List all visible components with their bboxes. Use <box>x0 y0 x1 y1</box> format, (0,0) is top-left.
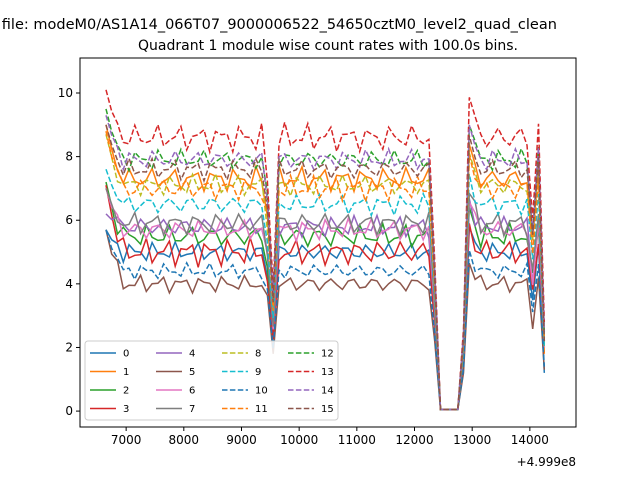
y-tick-label: 6 <box>65 213 73 227</box>
legend-frame <box>84 340 339 421</box>
legend-label-4: 4 <box>189 349 195 360</box>
y-tick-label: 8 <box>65 150 73 164</box>
legend-label-3: 3 <box>123 404 129 415</box>
legend-label-2: 2 <box>123 386 129 397</box>
series-line-1 <box>105 124 546 411</box>
series-line-12 <box>105 108 546 411</box>
y-axis: 0 2 4 6 8 10 <box>58 86 80 418</box>
x-tick-label: 10000 <box>280 433 318 447</box>
series-line-7 <box>105 188 546 411</box>
x-offset-label: +4.999e8 <box>517 455 576 469</box>
legend-label-12: 12 <box>321 349 334 360</box>
series-line-11 <box>105 131 546 411</box>
series-line-6 <box>105 188 546 411</box>
x-tick-label: 11000 <box>338 433 376 447</box>
x-tick-label: 7000 <box>111 433 142 447</box>
legend-label-9: 9 <box>255 367 261 378</box>
series-line-13 <box>105 89 546 411</box>
plot-area: 7000 8000 9000 10000 11000 12000 13000 14000 0 2… <box>58 57 577 469</box>
x-tick-label: 13000 <box>453 433 491 447</box>
series-line-15 <box>105 124 546 411</box>
y-tick-label: 0 <box>65 404 73 418</box>
suptitle: n file: modeM0/AS1A14_066T07_9000006522_… <box>0 17 557 33</box>
x-tick-label: 12000 <box>395 433 433 447</box>
legend-label-7: 7 <box>189 404 195 415</box>
x-tick-label: 8000 <box>169 433 200 447</box>
legend-label-5: 5 <box>189 367 195 378</box>
y-tick-label: 10 <box>58 86 73 100</box>
legend-label-0: 0 <box>123 349 129 360</box>
x-tick-label: 9000 <box>226 433 257 447</box>
y-tick-label: 2 <box>65 340 73 354</box>
series-line-10 <box>105 229 546 411</box>
series-line-8 <box>105 134 546 411</box>
legend-label-13: 13 <box>321 367 334 378</box>
legend-label-1: 1 <box>123 367 129 378</box>
series-line-3 <box>105 185 546 411</box>
chart-title: Quadrant 1 module wise count rates with … <box>138 38 518 54</box>
series-layer <box>105 89 546 411</box>
series-line-9 <box>105 169 546 411</box>
y-tick-label: 4 <box>65 277 73 291</box>
legend-label-15: 15 <box>321 404 334 415</box>
legend-label-8: 8 <box>255 349 261 360</box>
legend-label-10: 10 <box>255 386 268 397</box>
legend-label-14: 14 <box>321 386 334 397</box>
axes-frame <box>79 57 577 428</box>
legend-label-11: 11 <box>255 404 268 415</box>
series-line-14 <box>105 115 546 411</box>
x-tick-label: 14000 <box>511 433 549 447</box>
x-axis: 7000 8000 9000 10000 11000 12000 13000 14000 <box>111 427 549 447</box>
series-line-5 <box>105 229 546 411</box>
legend-label-6: 6 <box>189 386 195 397</box>
